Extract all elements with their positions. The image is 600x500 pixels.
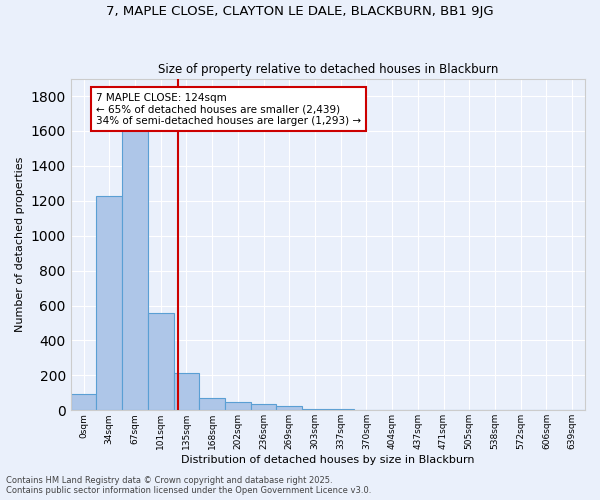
Bar bbox=[251, 404, 277, 410]
Bar bbox=[225, 402, 251, 410]
Bar bbox=[173, 373, 199, 410]
X-axis label: Distribution of detached houses by size in Blackburn: Distribution of detached houses by size … bbox=[181, 455, 475, 465]
Bar bbox=[71, 394, 97, 410]
Bar bbox=[277, 406, 302, 410]
Bar bbox=[97, 196, 122, 410]
Bar bbox=[148, 312, 173, 410]
Text: 7, MAPLE CLOSE, CLAYTON LE DALE, BLACKBURN, BB1 9JG: 7, MAPLE CLOSE, CLAYTON LE DALE, BLACKBU… bbox=[106, 5, 494, 18]
Bar bbox=[199, 398, 225, 410]
Bar bbox=[302, 408, 328, 410]
Text: 7 MAPLE CLOSE: 124sqm
← 65% of detached houses are smaller (2,439)
34% of semi-d: 7 MAPLE CLOSE: 124sqm ← 65% of detached … bbox=[96, 92, 361, 126]
Bar bbox=[122, 128, 148, 410]
Y-axis label: Number of detached properties: Number of detached properties bbox=[15, 156, 25, 332]
Title: Size of property relative to detached houses in Blackburn: Size of property relative to detached ho… bbox=[158, 63, 498, 76]
Text: Contains HM Land Registry data © Crown copyright and database right 2025.
Contai: Contains HM Land Registry data © Crown c… bbox=[6, 476, 371, 495]
